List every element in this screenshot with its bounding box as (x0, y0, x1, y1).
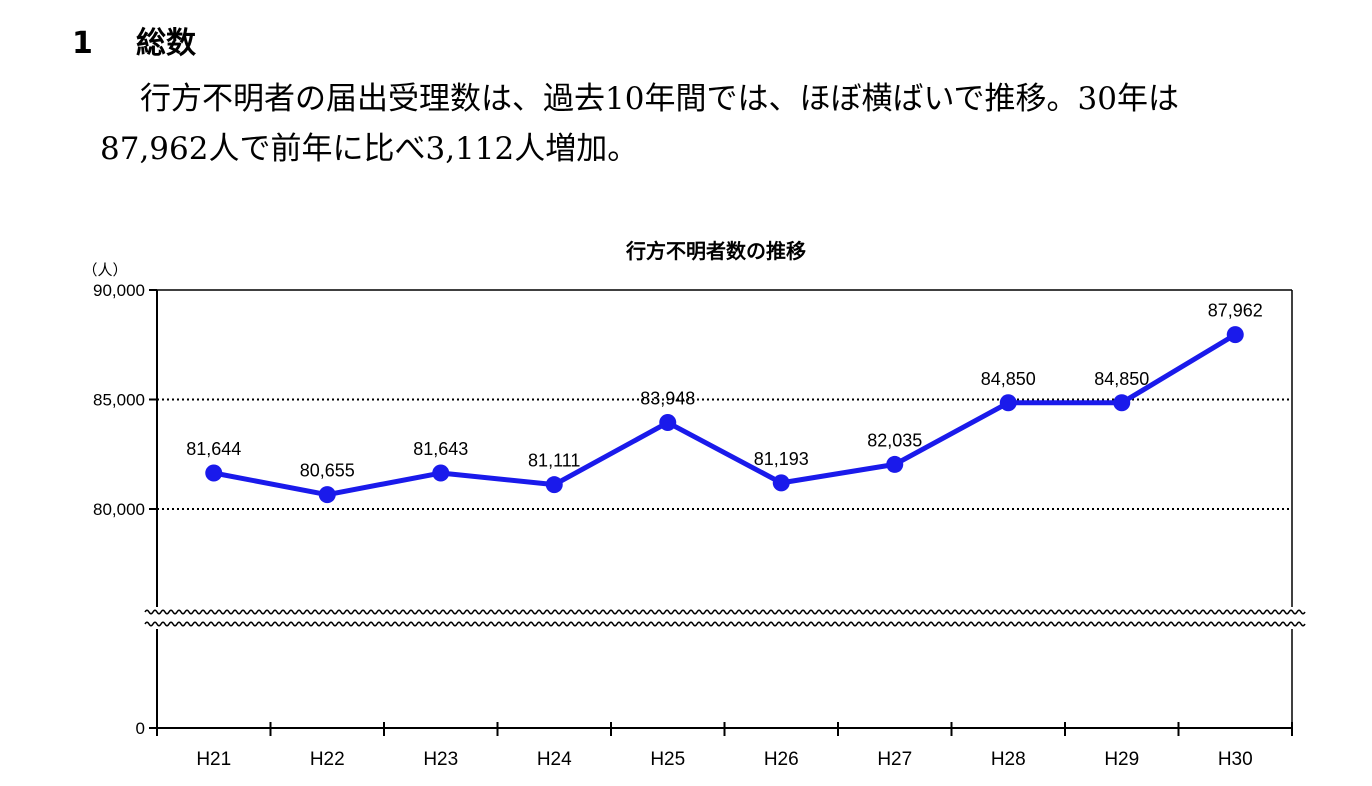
data-point (545, 476, 563, 494)
section-title: 総数 (136, 26, 196, 61)
section-heading: 1 総数 (72, 24, 196, 64)
data-point (432, 464, 450, 482)
x-tick-label: H26 (764, 749, 799, 770)
data-label: 84,850 (1094, 369, 1149, 389)
data-point (205, 464, 223, 482)
data-label: 80,655 (300, 461, 355, 481)
data-label: 84,850 (981, 369, 1036, 389)
data-point (886, 455, 904, 473)
data-point (772, 474, 790, 492)
data-label: 81,111 (528, 451, 580, 471)
summary-paragraph: 行方不明者の届出受理数は、過去10年間では、ほぼ横ばいで推移。30年は 87,9… (100, 74, 1320, 174)
x-tick-label: H21 (196, 749, 231, 770)
x-tick-label: H23 (423, 749, 458, 770)
section-number: 1 (72, 26, 93, 61)
data-label: 81,643 (413, 439, 468, 459)
axis-break-mask (145, 607, 1306, 629)
summary-line-2: 87,962人で前年に比べ3,112人増加。 (100, 131, 639, 167)
data-point (318, 486, 336, 504)
x-tick-label: H27 (877, 749, 912, 770)
y-tick-label: 80,000 (93, 500, 145, 519)
y-axis-unit-label: （人） (82, 262, 127, 279)
axis-break-line (144, 621, 1306, 627)
x-tick-label: H28 (991, 749, 1026, 770)
data-label: 83,948 (640, 389, 695, 409)
axis-break-line (144, 609, 1306, 615)
y-tick-label: 0 (136, 719, 145, 738)
data-label: 87,962 (1208, 301, 1263, 321)
data-label: 81,193 (754, 449, 809, 469)
x-tick-label: H25 (650, 749, 685, 770)
x-tick-label: H30 (1218, 749, 1253, 770)
data-label: 82,035 (867, 430, 922, 450)
summary-line-1: 行方不明者の届出受理数は、過去10年間では、ほぼ横ばいで推移。30年は (140, 81, 1179, 117)
y-tick-label: 85,000 (93, 391, 145, 410)
x-tick-label: H22 (310, 749, 345, 770)
data-point (1226, 326, 1244, 344)
data-point (659, 414, 677, 432)
x-tick-label: H24 (537, 749, 572, 770)
y-tick-label: 90,000 (93, 281, 145, 300)
data-label: 81,644 (186, 439, 241, 459)
data-point (1113, 394, 1131, 412)
chart-title: 行方不明者数の推移 (626, 239, 806, 263)
x-tick-label: H29 (1104, 749, 1139, 770)
series-line (213, 332, 1237, 498)
data-point (999, 394, 1017, 412)
